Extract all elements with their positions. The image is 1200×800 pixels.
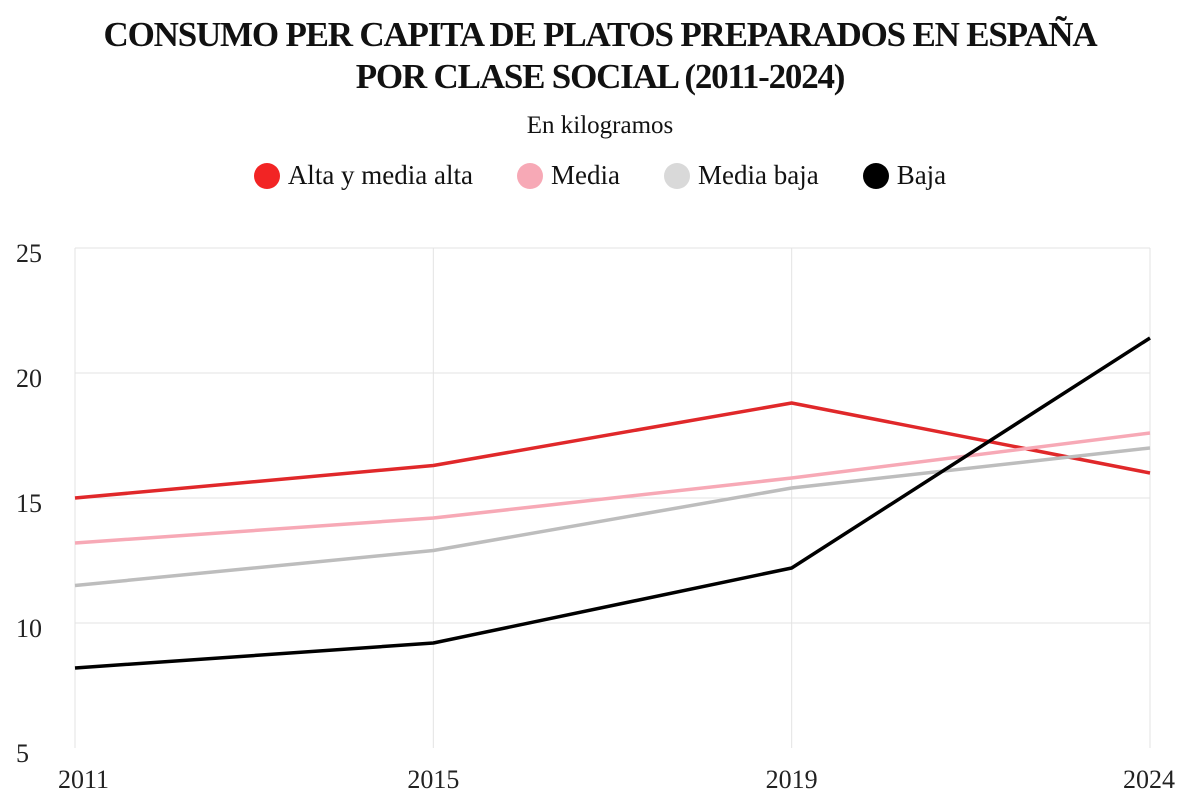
series-line-alta-y-media-alta	[74, 401, 1151, 500]
series-line-baja	[74, 336, 1151, 670]
legend-label: Alta y media alta	[287, 160, 473, 190]
series-line-media	[74, 431, 1151, 545]
chart-subtitle: En kilogramos	[526, 112, 674, 139]
y-tick-label: 5	[16, 739, 29, 768]
legend-item: Alta y media alta	[253, 160, 473, 191]
legend-label: Media	[551, 160, 620, 190]
chart-title: CONSUMO PER CAPITA DE PLATOS PREPARADOS …	[0, 14, 1200, 98]
y-tick-label: 25	[16, 239, 42, 268]
legend-item: Media	[517, 160, 620, 191]
legend: Alta y media alta Media Media baja Baja	[0, 160, 1200, 191]
x-tick-label: 2011	[58, 765, 109, 794]
legend-label: Media baja	[697, 160, 819, 190]
legend-swatch	[253, 162, 280, 189]
legend-label: Baja	[896, 160, 947, 190]
x-tick-label: 2024	[1123, 765, 1175, 794]
x-tick-label: 2019	[766, 765, 818, 794]
legend-item: Baja	[862, 160, 947, 191]
legend-item: Media baja	[663, 160, 819, 191]
y-tick-label: 15	[16, 489, 42, 518]
legend-swatch	[517, 162, 543, 189]
x-tick-label: 2015	[407, 765, 459, 794]
chart-title-line-2: POR CLASE SOCIAL (2011-2024)	[355, 57, 846, 96]
chart-title-line-1: CONSUMO PER CAPITA DE PLATOS PREPARADOS …	[103, 15, 1098, 54]
y-tick-label: 20	[16, 364, 42, 393]
series-line-media-baja	[74, 446, 1151, 588]
legend-swatch	[663, 162, 690, 189]
legend-swatch	[862, 162, 889, 189]
y-tick-label: 10	[16, 614, 42, 643]
